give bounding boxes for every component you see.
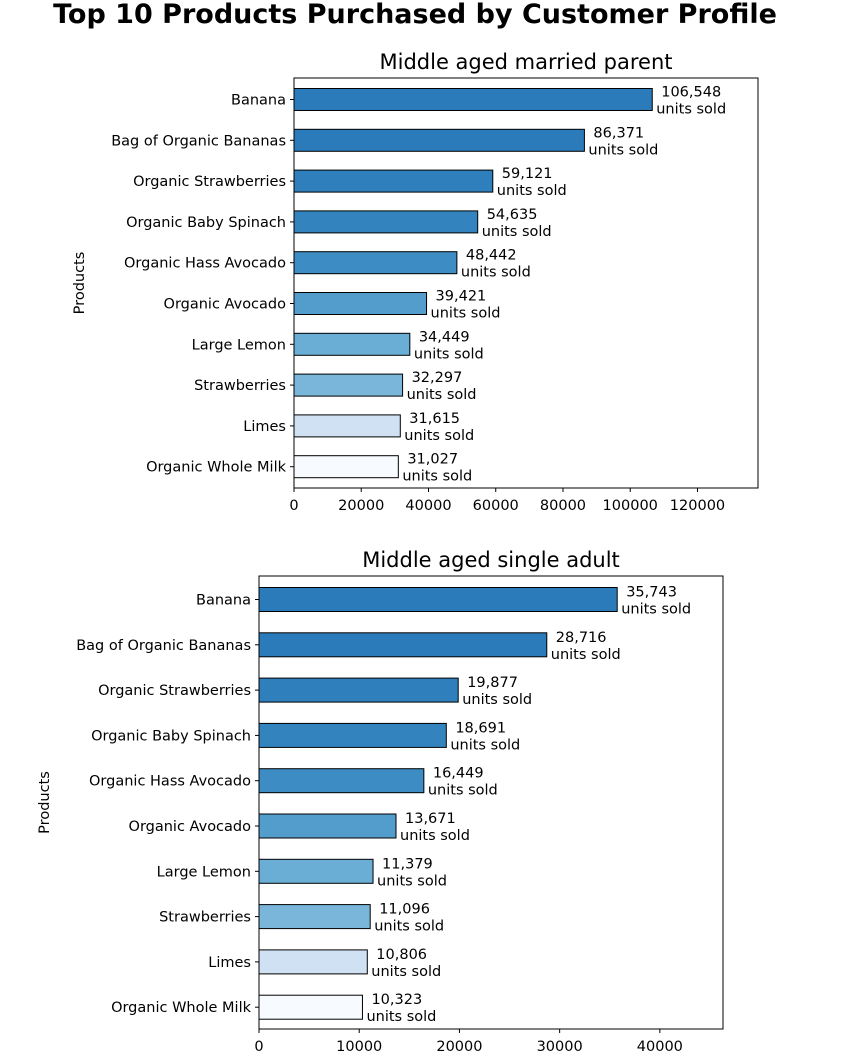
bar-organic-hass-avocado: [293, 251, 458, 275]
data-label-large-lemon: 11,379 units sold: [377, 856, 447, 889]
figure-title: Top 10 Products Purchased by Customer Pr…: [53, 0, 777, 30]
y-tick-label-organic-avocado: Organic Avocado: [164, 297, 287, 313]
y-tick-label-banana: Banana: [196, 593, 251, 609]
data-label-banana: 35,743 units sold: [621, 585, 691, 618]
y-tick-label-organic-strawberries: Organic Strawberries: [98, 683, 251, 699]
data-label-limes: 10,806 units sold: [371, 947, 441, 980]
x-tick-label-120000: 120000: [670, 498, 725, 514]
x-tick-label-10000: 10000: [336, 1039, 382, 1055]
data-label-banana: 106,548 units sold: [656, 85, 726, 118]
data-label-organic-whole-milk: 31,027 units sold: [402, 452, 472, 485]
bar-strawberries: [258, 904, 371, 930]
data-label-large-lemon: 34,449 units sold: [414, 329, 484, 362]
y-axis-label: Products: [37, 771, 53, 834]
data-label-bag-of-organic-bananas: 86,371 units sold: [588, 125, 658, 158]
y-tick-label-bag-of-organic-bananas: Bag of Organic Bananas: [111, 133, 286, 149]
bar-organic-strawberries: [258, 677, 459, 703]
chart-married-parent: Middle aged married parent Products Banana…: [72, 50, 759, 514]
x-tick-label-30000: 30000: [537, 1039, 583, 1055]
bar-large-lemon: [258, 858, 374, 884]
bar-large-lemon: [293, 332, 411, 356]
bar-bag-of-organic-bananas: [293, 128, 585, 152]
data-label-organic-hass-avocado: 16,449 units sold: [428, 766, 498, 799]
data-label-organic-hass-avocado: 48,442 units sold: [461, 248, 531, 281]
y-tick-label-limes: Limes: [243, 419, 286, 435]
x-tick-label-20000: 20000: [436, 1039, 482, 1055]
bar-organic-baby-spinach: [293, 210, 479, 234]
bar-organic-avocado: [258, 813, 397, 839]
bar-banana: [258, 587, 618, 612]
axes-frame: [258, 575, 724, 1030]
bar-organic-hass-avocado: [258, 768, 425, 794]
x-tick-label-20000: 20000: [338, 498, 384, 514]
data-label-bag-of-organic-bananas: 28,716 units sold: [551, 630, 621, 663]
x-tick-label-0: 0: [254, 1039, 263, 1055]
data-label-strawberries: 11,096 units sold: [374, 902, 444, 935]
data-label-limes: 31,615 units sold: [404, 411, 474, 444]
data-label-organic-baby-spinach: 18,691 units sold: [450, 720, 520, 753]
data-label-organic-strawberries: 19,877 units sold: [462, 675, 532, 708]
x-tick-label-0: 0: [289, 498, 298, 514]
y-tick-label-organic-whole-milk: Organic Whole Milk: [111, 1000, 252, 1016]
x-tick-label-40000: 40000: [637, 1039, 683, 1055]
data-label-strawberries: 32,297 units sold: [407, 370, 477, 403]
data-label-organic-avocado: 13,671 units sold: [400, 811, 470, 844]
bar-organic-strawberries: [293, 169, 494, 193]
data-label-organic-baby-spinach: 54,635 units sold: [482, 207, 552, 240]
x-tick-label-100000: 100000: [603, 498, 658, 514]
y-tick-label-strawberries: Strawberries: [194, 378, 286, 394]
bar-organic-avocado: [293, 292, 428, 315]
bar-organic-whole-milk: [258, 994, 363, 1020]
y-tick-label-large-lemon: Large Lemon: [192, 337, 286, 353]
subplot-title: Middle aged single adult: [362, 548, 620, 572]
data-label-organic-avocado: 39,421 units sold: [431, 289, 501, 322]
bar-limes: [293, 414, 401, 438]
bar-bag-of-organic-bananas: [258, 632, 548, 658]
y-tick-label-strawberries: Strawberries: [159, 910, 251, 926]
y-tick-label-organic-whole-milk: Organic Whole Milk: [146, 460, 287, 476]
data-label-organic-whole-milk: 10,323 units sold: [366, 992, 436, 1025]
y-tick-label-organic-baby-spinach: Organic Baby Spinach: [126, 215, 286, 231]
y-tick-label-organic-hass-avocado: Organic Hass Avocado: [124, 256, 286, 272]
data-label-organic-strawberries: 59,121 units sold: [497, 166, 567, 199]
x-tick-label-60000: 60000: [473, 498, 519, 514]
bar-strawberries: [293, 373, 404, 397]
axes-frame: [293, 77, 759, 489]
y-tick-label-organic-strawberries: Organic Strawberries: [133, 174, 286, 190]
y-tick-label-bag-of-organic-bananas: Bag of Organic Bananas: [76, 638, 251, 654]
x-tick-label-40000: 40000: [405, 498, 451, 514]
bar-organic-whole-milk: [293, 455, 399, 479]
subplot-title: Middle aged married parent: [380, 50, 673, 74]
bar-organic-baby-spinach: [258, 722, 447, 748]
bar-banana: [293, 88, 653, 111]
y-tick-label-banana: Banana: [231, 93, 286, 109]
y-tick-label-limes: Limes: [208, 955, 251, 971]
y-tick-label-organic-avocado: Organic Avocado: [129, 819, 252, 835]
x-tick-label-80000: 80000: [540, 498, 586, 514]
y-axis-label: Products: [72, 252, 88, 315]
chart-single-adult: Middle aged single adult Products Banana 35…: [37, 548, 724, 1055]
bar-limes: [258, 949, 368, 975]
y-tick-label-organic-hass-avocado: Organic Hass Avocado: [89, 774, 251, 790]
y-tick-label-large-lemon: Large Lemon: [157, 864, 251, 880]
y-tick-label-organic-baby-spinach: Organic Baby Spinach: [91, 728, 251, 744]
